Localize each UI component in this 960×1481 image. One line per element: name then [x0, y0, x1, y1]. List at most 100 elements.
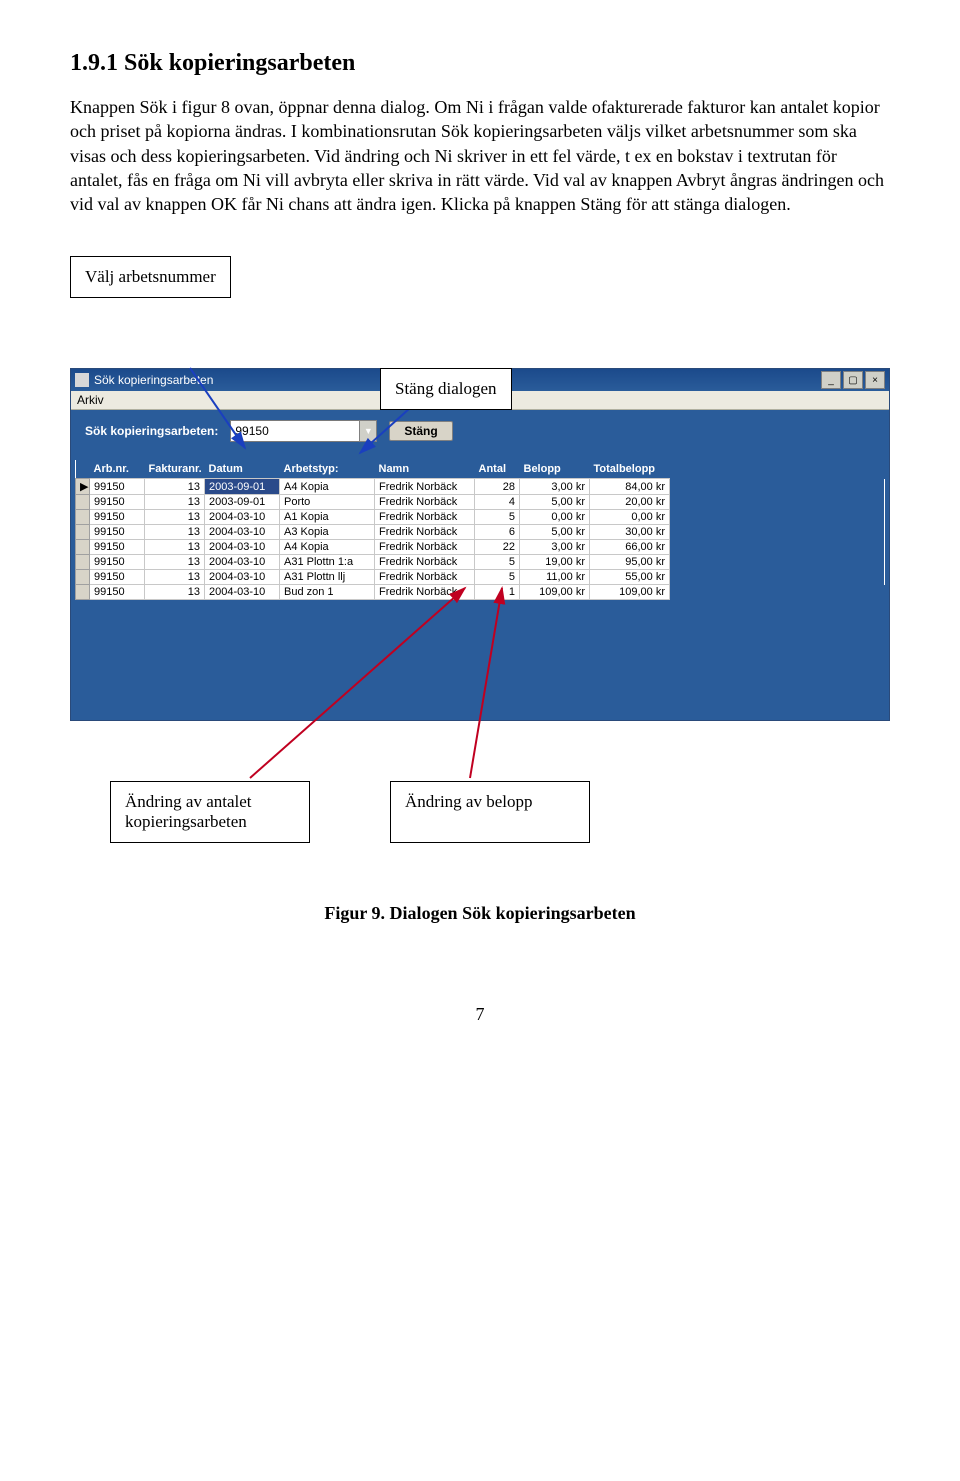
cell-belopp[interactable]: 19,00 kr [520, 555, 590, 570]
cell-antal[interactable]: 6 [475, 525, 520, 540]
callout-change-amount: Ändring av belopp [390, 781, 590, 843]
app-window: Sök kopieringsarbeten _ ▢ × Arkiv Sök ko… [70, 368, 890, 721]
cell-belopp[interactable]: 109,00 kr [520, 585, 590, 600]
column-header[interactable]: Namn [375, 460, 475, 479]
cell-total[interactable]: 84,00 kr [590, 479, 670, 495]
cell-belopp[interactable]: 11,00 kr [520, 570, 590, 585]
cell-fakt[interactable]: 13 [145, 510, 205, 525]
cell-fakt[interactable]: 13 [145, 525, 205, 540]
cell-total[interactable]: 66,00 kr [590, 540, 670, 555]
cell-typ[interactable]: A4 Kopia [280, 540, 375, 555]
cell-belopp[interactable]: 0,00 kr [520, 510, 590, 525]
cell-arb[interactable]: 99150 [90, 495, 145, 510]
column-header[interactable]: Antal [475, 460, 520, 479]
table-row[interactable]: 99150132004-03-10A31 Plottn lljFredrik N… [76, 570, 885, 585]
menu-file[interactable]: Arkiv [77, 393, 104, 407]
cell-arb[interactable]: 99150 [90, 570, 145, 585]
cell-namn[interactable]: Fredrik Norbäck [375, 495, 475, 510]
cell-fakt[interactable]: 13 [145, 495, 205, 510]
table-row[interactable]: ▶99150132003-09-01A4 KopiaFredrik Norbäc… [76, 479, 885, 495]
toolbar: Sök kopieringsarbeten: ▼ Stäng [71, 410, 889, 460]
column-header[interactable]: Totalbelopp [590, 460, 670, 479]
column-header[interactable]: Fakturanr. [145, 460, 205, 479]
cell-typ[interactable]: A31 Plottn llj [280, 570, 375, 585]
maximize-button[interactable]: ▢ [843, 371, 863, 389]
column-header[interactable]: Arbetstyp: [280, 460, 375, 479]
cell-namn[interactable]: Fredrik Norbäck [375, 479, 475, 495]
callout-change-count: Ändring av antalet kopieringsarbeten [110, 781, 310, 843]
table-row[interactable]: 99150132004-03-10A4 KopiaFredrik Norbäck… [76, 540, 885, 555]
window-title: Sök kopieringsarbeten [94, 373, 213, 387]
cell-typ[interactable]: A1 Kopia [280, 510, 375, 525]
cell-antal[interactable]: 5 [475, 510, 520, 525]
cell-datum[interactable]: 2004-03-10 [205, 555, 280, 570]
cell-arb[interactable]: 99150 [90, 555, 145, 570]
cell-antal[interactable]: 22 [475, 540, 520, 555]
chevron-down-icon[interactable]: ▼ [359, 420, 377, 442]
cell-datum[interactable]: 2003-09-01 [205, 479, 280, 495]
callout-select-jobnumber: Välj arbetsnummer [70, 256, 231, 298]
cell-datum[interactable]: 2004-03-10 [205, 570, 280, 585]
cell-namn[interactable]: Fredrik Norbäck [375, 555, 475, 570]
cell-total[interactable]: 0,00 kr [590, 510, 670, 525]
close-dialog-button[interactable]: Stäng [389, 421, 452, 441]
cell-total[interactable]: 109,00 kr [590, 585, 670, 600]
cell-typ[interactable]: A3 Kopia [280, 525, 375, 540]
cell-fakt[interactable]: 13 [145, 540, 205, 555]
cell-namn[interactable]: Fredrik Norbäck [375, 510, 475, 525]
cell-total[interactable]: 20,00 kr [590, 495, 670, 510]
cell-namn[interactable]: Fredrik Norbäck [375, 525, 475, 540]
cell-belopp[interactable]: 3,00 kr [520, 540, 590, 555]
app-icon [75, 373, 89, 387]
table-row[interactable]: 99150132004-03-10A3 KopiaFredrik Norbäck… [76, 525, 885, 540]
cell-datum[interactable]: 2004-03-10 [205, 585, 280, 600]
cell-namn[interactable]: Fredrik Norbäck [375, 540, 475, 555]
data-table: Arb.nr.Fakturanr.DatumArbetstyp:NamnAnta… [75, 460, 885, 600]
cell-total[interactable]: 55,00 kr [590, 570, 670, 585]
cell-fakt[interactable]: 13 [145, 479, 205, 495]
column-header[interactable]: Belopp [520, 460, 590, 479]
cell-arb[interactable]: 99150 [90, 510, 145, 525]
cell-antal[interactable]: 4 [475, 495, 520, 510]
cell-typ[interactable]: A31 Plottn 1:a [280, 555, 375, 570]
column-header[interactable]: Arb.nr. [90, 460, 145, 479]
cell-belopp[interactable]: 5,00 kr [520, 495, 590, 510]
cell-fakt[interactable]: 13 [145, 570, 205, 585]
cell-datum[interactable]: 2004-03-10 [205, 540, 280, 555]
table-row[interactable]: 99150132004-03-10A1 KopiaFredrik Norbäck… [76, 510, 885, 525]
cell-belopp[interactable]: 5,00 kr [520, 525, 590, 540]
cell-typ[interactable]: Porto [280, 495, 375, 510]
cell-belopp[interactable]: 3,00 kr [520, 479, 590, 495]
column-header[interactable]: Datum [205, 460, 280, 479]
figure-caption: Figur 9. Dialogen Sök kopieringsarbeten [70, 903, 890, 924]
cell-datum[interactable]: 2004-03-10 [205, 510, 280, 525]
section-heading: 1.9.1 Sök kopieringsarbeten [70, 50, 890, 77]
cell-antal[interactable]: 5 [475, 570, 520, 585]
cell-antal[interactable]: 1 [475, 585, 520, 600]
cell-fakt[interactable]: 13 [145, 585, 205, 600]
cell-arb[interactable]: 99150 [90, 585, 145, 600]
minimize-button[interactable]: _ [821, 371, 841, 389]
table-row[interactable]: 99150132003-09-01PortoFredrik Norbäck45,… [76, 495, 885, 510]
toolbar-label: Sök kopieringsarbeten: [85, 424, 218, 438]
cell-arb[interactable]: 99150 [90, 479, 145, 495]
cell-namn[interactable]: Fredrik Norbäck [375, 585, 475, 600]
table-row[interactable]: 99150132004-03-10Bud zon 1Fredrik Norbäc… [76, 585, 885, 600]
cell-antal[interactable]: 5 [475, 555, 520, 570]
cell-antal[interactable]: 28 [475, 479, 520, 495]
section-paragraph: Knappen Sök i figur 8 ovan, öppnar denna… [70, 95, 890, 216]
cell-datum[interactable]: 2003-09-01 [205, 495, 280, 510]
cell-arb[interactable]: 99150 [90, 525, 145, 540]
table-row[interactable]: 99150132004-03-10A31 Plottn 1:aFredrik N… [76, 555, 885, 570]
cell-typ[interactable]: Bud zon 1 [280, 585, 375, 600]
jobnumber-combo[interactable] [230, 420, 360, 442]
cell-typ[interactable]: A4 Kopia [280, 479, 375, 495]
window-close-button[interactable]: × [865, 371, 885, 389]
cell-arb[interactable]: 99150 [90, 540, 145, 555]
cell-datum[interactable]: 2004-03-10 [205, 525, 280, 540]
cell-fakt[interactable]: 13 [145, 555, 205, 570]
cell-namn[interactable]: Fredrik Norbäck [375, 570, 475, 585]
cell-total[interactable]: 95,00 kr [590, 555, 670, 570]
callout-close-dialog: Stäng dialogen [380, 368, 512, 410]
cell-total[interactable]: 30,00 kr [590, 525, 670, 540]
